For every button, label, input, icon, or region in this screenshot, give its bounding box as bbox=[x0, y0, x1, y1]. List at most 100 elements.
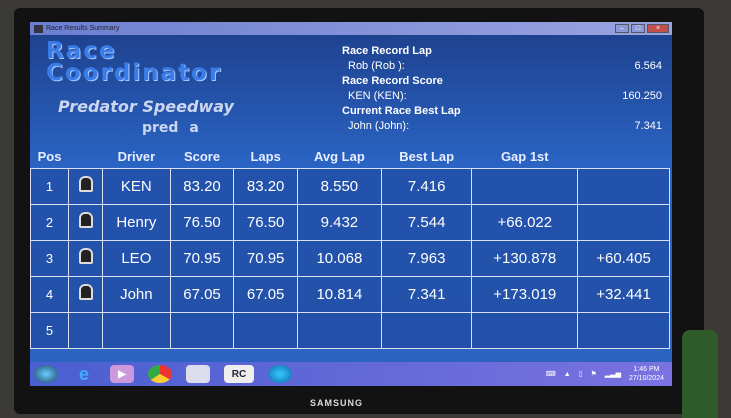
table-row[interactable]: 4 John 67.05 67.05 10.814 7.341 +173.019 +32.44… bbox=[30, 275, 670, 313]
signal-icon[interactable]: ▂▃▅ bbox=[604, 371, 621, 378]
cell-score bbox=[169, 311, 235, 349]
column-header bbox=[69, 146, 103, 168]
flag-icon[interactable]: ⚑ bbox=[590, 371, 597, 378]
logo-line1: Race bbox=[46, 38, 117, 64]
heat-name: pred a bbox=[142, 120, 199, 136]
helmet-icon bbox=[78, 284, 93, 300]
column-header: Best Lap bbox=[399, 149, 455, 165]
cell-score: 70.95 bbox=[169, 239, 235, 277]
column-header: Avg Lap bbox=[313, 149, 365, 165]
window-title: Race Results Summary bbox=[46, 25, 120, 32]
time: 1:46 PM bbox=[633, 366, 660, 373]
table-row[interactable]: 2 Henry 76.50 76.50 9.432 7.544 +66.022 bbox=[30, 203, 670, 241]
power-icon[interactable]: ▯ bbox=[578, 371, 583, 378]
cell-laps: 83.20 bbox=[233, 167, 298, 205]
cell-gap1: +66.022 bbox=[471, 203, 579, 241]
cell-avg: 10.814 bbox=[296, 275, 382, 313]
column-header: Gap 1st bbox=[500, 149, 549, 165]
cell-avg: 10.068 bbox=[296, 239, 382, 277]
cell-pos: 4 bbox=[30, 275, 69, 313]
monitor-brand: SAMSUNG bbox=[310, 398, 364, 408]
table-row[interactable]: 3 LEO 70.95 70.95 10.068 7.963 +130.878 +60.405 bbox=[30, 239, 670, 277]
cell-gap1: +173.019 bbox=[471, 275, 579, 313]
cell-gap1 bbox=[471, 311, 579, 349]
helmet-icon bbox=[78, 176, 93, 192]
cell-driver: John bbox=[102, 275, 171, 313]
cell-best: 7.963 bbox=[380, 239, 473, 277]
record-holder: Rob (Rob ): bbox=[348, 60, 405, 72]
cell-best bbox=[380, 311, 473, 349]
table-row[interactable]: 1 KEN 83.20 83.20 8.550 7.416 bbox=[30, 167, 670, 205]
keyboard-icon[interactable]: ⌨ bbox=[545, 371, 556, 378]
cell-gapn: +32.441 bbox=[577, 275, 670, 313]
show-hidden-icons[interactable]: ▲ bbox=[563, 370, 571, 378]
cell-laps: 67.05 bbox=[233, 275, 298, 313]
record-holder: John (John): bbox=[348, 120, 410, 132]
start-icon[interactable] bbox=[34, 365, 58, 383]
records-panel: Race Record Lap Rob (Rob ): 6.564 Race Re… bbox=[342, 45, 662, 135]
title-bar: Race Results Summary – □ × bbox=[30, 22, 672, 35]
column-header: Pos bbox=[37, 149, 62, 165]
race-coordinator-icon[interactable]: RC bbox=[224, 365, 254, 383]
cell-best: 7.544 bbox=[380, 203, 473, 241]
cell-best: 7.341 bbox=[380, 275, 473, 313]
driver-avatar bbox=[68, 167, 103, 205]
record-value: 160.250 bbox=[622, 90, 662, 102]
results-table: Pos Driver Score Laps Avg Lap Best Lap Gap 1st… bbox=[30, 146, 670, 349]
column-header: Laps bbox=[250, 149, 281, 165]
cell-laps bbox=[233, 311, 298, 349]
cell-gapn bbox=[577, 203, 670, 241]
file-explorer-icon[interactable] bbox=[186, 365, 210, 383]
record-value: 7.341 bbox=[634, 120, 662, 132]
cell-avg bbox=[296, 311, 382, 349]
cell-gapn bbox=[577, 311, 670, 349]
race-results-window: Race Results Summary – □ × Race Coordina… bbox=[30, 22, 672, 386]
record-heading: Race Record Score bbox=[342, 75, 443, 87]
cell-driver: Henry bbox=[102, 203, 171, 241]
cell-driver bbox=[102, 311, 171, 349]
maximize-button[interactable]: □ bbox=[631, 24, 645, 33]
column-header: Driver bbox=[117, 149, 156, 165]
record-heading: Current Race Best Lap bbox=[342, 105, 461, 117]
cell-pos: 1 bbox=[30, 167, 69, 205]
media-player-icon[interactable]: ▶ bbox=[110, 365, 134, 383]
bottle bbox=[682, 330, 718, 418]
cell-gap1: +130.878 bbox=[471, 239, 579, 277]
cell-driver: KEN bbox=[102, 167, 171, 205]
cell-laps: 70.95 bbox=[233, 239, 298, 277]
app-icon bbox=[34, 24, 43, 33]
cell-laps: 76.50 bbox=[233, 203, 298, 241]
helmet-icon bbox=[78, 248, 93, 264]
cell-avg: 8.550 bbox=[296, 167, 382, 205]
cell-gapn bbox=[577, 167, 670, 205]
close-button[interactable]: × bbox=[647, 24, 669, 33]
cell-pos: 3 bbox=[30, 239, 69, 277]
clock[interactable]: 1:46 PM 27/10/2024 bbox=[629, 365, 664, 383]
driver-avatar bbox=[68, 239, 103, 277]
track-name: Predator Speedway bbox=[58, 97, 234, 116]
column-header: Score bbox=[183, 149, 221, 165]
edge-icon[interactable] bbox=[268, 365, 292, 383]
internet-explorer-icon[interactable]: e bbox=[78, 363, 89, 384]
logo-line2: Coordinator bbox=[46, 60, 223, 86]
cell-pos: 5 bbox=[30, 311, 69, 349]
cell-pos: 2 bbox=[30, 203, 69, 241]
date: 27/10/2024 bbox=[628, 375, 664, 382]
minimize-button[interactable]: – bbox=[615, 24, 629, 33]
race-coordinator-logo: Race Coordinator bbox=[46, 38, 223, 86]
cell-score: 67.05 bbox=[169, 275, 235, 313]
cell-gapn: +60.405 bbox=[577, 239, 670, 277]
cell-score: 76.50 bbox=[169, 203, 235, 241]
record-holder: KEN (KEN): bbox=[348, 90, 407, 102]
chrome-icon[interactable] bbox=[148, 365, 172, 383]
helmet-icon bbox=[78, 212, 93, 228]
driver-avatar bbox=[68, 311, 103, 349]
cell-avg: 9.432 bbox=[296, 203, 382, 241]
taskbar: e ▶ RC ⌨ ▲ ▯ ⚑ ▂▃▅ 1:46 PM 27/10/2024 bbox=[30, 362, 672, 386]
cell-gap1 bbox=[471, 167, 579, 205]
record-value: 6.564 bbox=[634, 60, 662, 72]
table-row[interactable]: 5 bbox=[30, 311, 670, 349]
driver-avatar bbox=[68, 203, 103, 241]
cell-best: 7.416 bbox=[380, 167, 473, 205]
driver-avatar bbox=[68, 275, 103, 313]
